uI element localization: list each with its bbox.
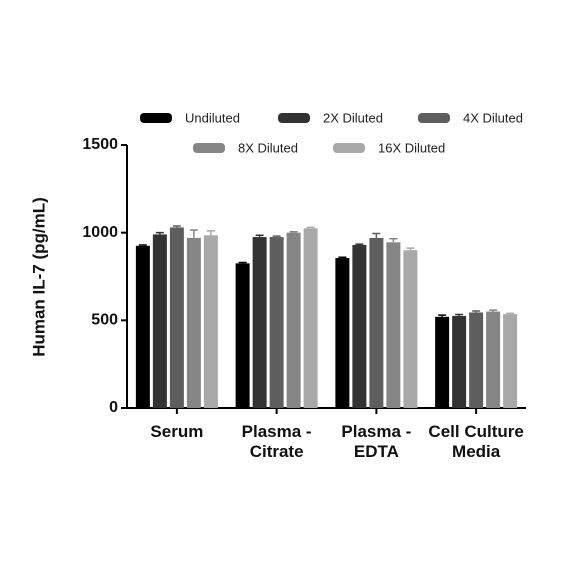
legend-swatch [333, 143, 365, 153]
error-bar [455, 313, 464, 316]
bar [403, 250, 418, 408]
y-tick-label: 1500 [82, 136, 118, 153]
x-tick-label: Plasma - Citrate [241, 422, 312, 461]
error-bar [389, 238, 398, 243]
bar [152, 234, 167, 408]
bar [186, 237, 201, 408]
legend-label: 16X Diluted [378, 140, 445, 155]
error-bar [338, 256, 347, 259]
legend-swatch [278, 113, 310, 123]
y-tick-label: 0 [109, 399, 118, 416]
error-bar [438, 314, 447, 317]
legend-swatch [418, 113, 450, 123]
error-bar [238, 261, 247, 264]
bar [252, 237, 267, 408]
bar [286, 232, 301, 408]
error-bar [138, 244, 147, 246]
legend-label: Undiluted [185, 110, 240, 125]
error-bar [289, 231, 298, 233]
bar [503, 314, 518, 408]
bar [386, 242, 401, 408]
bar [352, 244, 367, 408]
error-bar [272, 235, 281, 238]
error-bar [372, 232, 381, 238]
x-tick-label: Serum [150, 422, 204, 441]
y-tick-label: 500 [91, 312, 118, 329]
bar [369, 237, 384, 408]
bar [169, 227, 184, 408]
x-tick-label: Plasma - EDTA [341, 422, 412, 461]
bar [235, 263, 250, 408]
legend-label: 4X Diluted [463, 110, 523, 125]
y-tick-label: 1000 [82, 224, 118, 241]
y-axis-label: Human IL-7 (pg/mL) [29, 197, 48, 357]
error-bar [489, 309, 498, 312]
bar [469, 312, 484, 408]
error-bar [472, 310, 481, 313]
error-bar [155, 231, 164, 235]
legend-label: 8X Diluted [238, 140, 298, 155]
error-bar [406, 247, 415, 251]
bar [303, 228, 318, 408]
legend-swatch [140, 113, 172, 123]
error-bar [255, 234, 264, 238]
error-bar [189, 229, 198, 238]
error-bar [355, 243, 364, 245]
bar [452, 315, 467, 408]
error-bar [206, 230, 215, 236]
bar [435, 316, 450, 408]
legend-swatch [193, 143, 225, 153]
bar [135, 245, 150, 408]
bar [269, 237, 284, 408]
error-bar [506, 312, 515, 315]
bar [335, 258, 350, 408]
error-bar [172, 225, 181, 228]
legend-label: 2X Diluted [323, 110, 383, 125]
x-tick-label: Cell Culture Media [428, 422, 524, 461]
bar [486, 311, 501, 408]
bar [203, 235, 218, 408]
error-bar [306, 226, 315, 229]
